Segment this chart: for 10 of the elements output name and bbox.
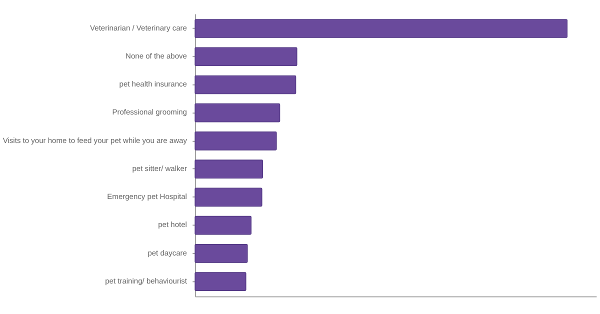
y-tick-label: pet sitter/ walker xyxy=(132,164,188,173)
y-tick-label: Professional grooming xyxy=(112,108,187,117)
y-tick-label: None of the above xyxy=(126,52,187,61)
y-tick-label: pet health insurance xyxy=(119,80,187,89)
y-tick-label: Visits to your home to feed your pet while you are away xyxy=(2,136,188,145)
y-tick-label: Emergency pet Hospital xyxy=(107,192,188,202)
y-tick-label: pet hotel xyxy=(158,220,188,230)
y-tick-label: Veterinarian / Veterinary care xyxy=(90,23,187,32)
y-tick-label: pet training/ behaviourist xyxy=(105,276,188,286)
y-tick-label: pet daycare xyxy=(148,248,187,258)
